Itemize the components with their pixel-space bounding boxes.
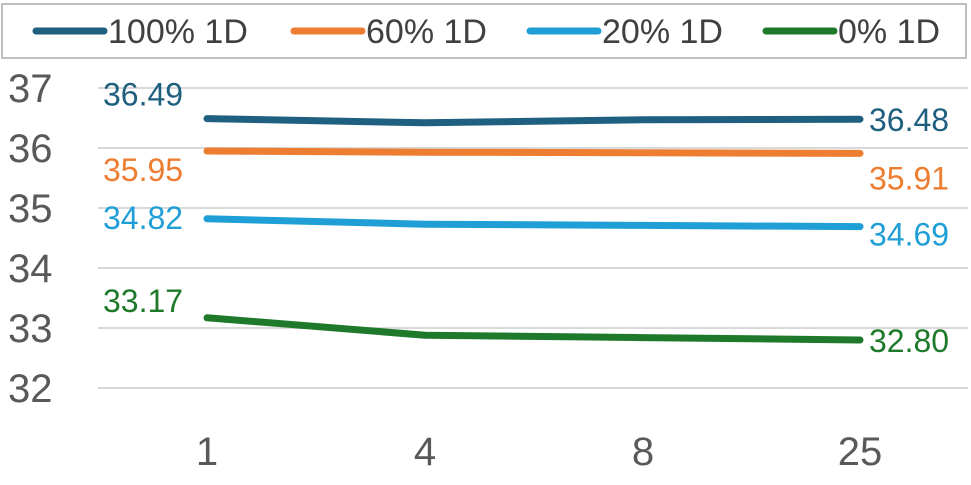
x-axis-tick-labels: 1 4 8 25 xyxy=(196,430,882,474)
series-line xyxy=(203,215,864,231)
y-axis-tick-labels: 32 33 34 35 36 37 xyxy=(8,67,53,411)
data-label-first: 35.95 xyxy=(103,152,183,188)
y-tick-label: 35 xyxy=(8,187,53,231)
x-tick-label: 8 xyxy=(632,430,654,474)
y-tick-label: 32 xyxy=(8,367,53,411)
data-label-last: 34.69 xyxy=(869,217,949,253)
series-line xyxy=(203,147,864,157)
data-label-first: 33.17 xyxy=(103,283,183,319)
legend-label: 60% 1D xyxy=(366,13,487,51)
series-lines xyxy=(203,115,864,344)
data-labels: 36.49 36.48 35.95 35.91 34.82 34.69 33.17 32.80 xyxy=(103,77,949,359)
series-line xyxy=(203,314,864,344)
series-line xyxy=(203,115,864,127)
y-tick-label: 34 xyxy=(8,247,53,291)
legend-label: 100% 1D xyxy=(108,13,248,51)
legend-label: 20% 1D xyxy=(602,13,723,51)
x-tick-label: 1 xyxy=(196,430,218,474)
x-tick-label: 25 xyxy=(838,430,883,474)
y-tick-label: 33 xyxy=(8,307,53,351)
legend-label: 0% 1D xyxy=(838,13,940,51)
y-tick-label: 37 xyxy=(8,67,53,111)
data-label-last: 32.80 xyxy=(869,323,949,359)
legend: 100% 1D 60% 1D 20% 1D 0% 1D xyxy=(1,3,967,59)
data-label-last: 35.91 xyxy=(869,160,949,196)
data-label-first: 34.82 xyxy=(103,200,183,236)
x-tick-label: 4 xyxy=(414,430,436,474)
data-label-last: 36.48 xyxy=(869,102,949,138)
y-tick-label: 36 xyxy=(8,127,53,171)
data-label-first: 36.49 xyxy=(103,77,183,113)
